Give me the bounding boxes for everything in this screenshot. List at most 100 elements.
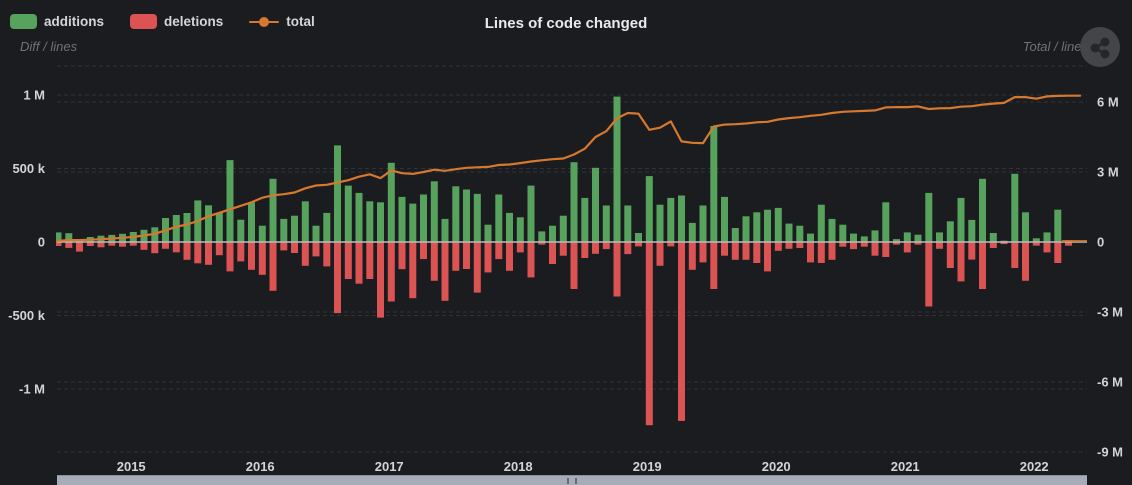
- addition-bar[interactable]: [774, 207, 782, 242]
- deletion-bar[interactable]: [516, 242, 524, 253]
- deletion-bar[interactable]: [76, 242, 83, 252]
- deletion-bar[interactable]: [903, 242, 911, 253]
- deletion-bar[interactable]: [1011, 242, 1019, 268]
- addition-bar[interactable]: [441, 218, 449, 242]
- deletion-bar[interactable]: [828, 242, 836, 260]
- deletion-bar[interactable]: [506, 242, 513, 271]
- deletion-bar[interactable]: [968, 242, 976, 260]
- addition-bar[interactable]: [312, 225, 320, 242]
- deletion-bar[interactable]: [301, 242, 309, 266]
- total-line[interactable]: [56, 94, 1082, 242]
- addition-bar[interactable]: [215, 212, 223, 242]
- addition-bar[interactable]: [624, 205, 632, 243]
- deletion-bar[interactable]: [527, 242, 535, 278]
- addition-bar[interactable]: [323, 212, 331, 242]
- deletion-bar[interactable]: [667, 242, 675, 247]
- deletion-bar[interactable]: [688, 242, 696, 270]
- context-menu-button[interactable]: [1080, 27, 1120, 67]
- deletion-bar[interactable]: [377, 242, 384, 318]
- deletion-bar[interactable]: [742, 242, 750, 260]
- deletion-bar[interactable]: [162, 242, 169, 249]
- deletion-bar[interactable]: [172, 242, 180, 253]
- addition-bar[interactable]: [430, 181, 438, 242]
- addition-bar[interactable]: [721, 196, 728, 242]
- deletion-bar[interactable]: [592, 242, 599, 254]
- deletion-bar[interactable]: [140, 242, 148, 250]
- legend-item-additions[interactable]: additions: [10, 14, 104, 29]
- deletion-bar[interactable]: [226, 242, 234, 272]
- deletion-bar[interactable]: [366, 242, 374, 279]
- addition-bar[interactable]: [473, 193, 481, 242]
- deletion-bar[interactable]: [409, 242, 417, 299]
- legend-item-deletions[interactable]: deletions: [130, 14, 223, 29]
- deletion-bar[interactable]: [1054, 242, 1062, 263]
- addition-bar[interactable]: [409, 203, 417, 242]
- deletion-bar[interactable]: [441, 242, 449, 301]
- deletion-bar[interactable]: [860, 242, 868, 247]
- addition-bar[interactable]: [452, 186, 460, 242]
- deletion-bar[interactable]: [194, 242, 202, 264]
- addition-bar[interactable]: [742, 216, 750, 242]
- addition-bar[interactable]: [570, 162, 578, 242]
- horizontal-scrollbar[interactable]: [57, 475, 1087, 485]
- deletion-bar[interactable]: [979, 242, 986, 289]
- deletion-bar[interactable]: [452, 242, 460, 271]
- deletion-bar[interactable]: [957, 242, 965, 282]
- addition-bar[interactable]: [592, 167, 599, 242]
- deletion-bar[interactable]: [710, 242, 718, 289]
- addition-bar[interactable]: [817, 204, 825, 242]
- deletion-bar[interactable]: [850, 242, 857, 250]
- deletion-bar[interactable]: [344, 242, 352, 279]
- deletion-bar[interactable]: [151, 242, 159, 254]
- addition-bar[interactable]: [205, 205, 212, 243]
- addition-bar[interactable]: [688, 222, 696, 242]
- deletion-bar[interactable]: [119, 242, 126, 247]
- deletion-bar[interactable]: [785, 242, 793, 249]
- addition-bar[interactable]: [893, 239, 900, 242]
- deletion-bar[interactable]: [183, 242, 191, 260]
- addition-bar[interactable]: [248, 202, 255, 242]
- deletion-bar[interactable]: [495, 242, 503, 260]
- deletion-bar[interactable]: [989, 242, 997, 248]
- addition-bar[interactable]: [645, 176, 653, 242]
- deletion-bar[interactable]: [463, 242, 470, 269]
- addition-bar[interactable]: [581, 197, 589, 242]
- deletion-bar[interactable]: [205, 242, 212, 265]
- addition-bar[interactable]: [957, 197, 965, 242]
- deletion-bar[interactable]: [936, 242, 943, 249]
- addition-bar[interactable]: [237, 219, 245, 242]
- deletion-bar[interactable]: [893, 242, 900, 245]
- deletion-bar[interactable]: [678, 242, 685, 421]
- addition-bar[interactable]: [946, 221, 954, 242]
- deletion-bar[interactable]: [914, 242, 922, 245]
- deletion-bar[interactable]: [731, 242, 739, 260]
- deletion-bar[interactable]: [108, 242, 116, 246]
- addition-bar[interactable]: [291, 215, 298, 242]
- addition-bar[interactable]: [344, 185, 352, 242]
- addition-bar[interactable]: [506, 212, 513, 242]
- addition-bar[interactable]: [839, 224, 847, 242]
- addition-bar[interactable]: [925, 192, 933, 242]
- deletion-bar[interactable]: [248, 242, 255, 270]
- deletion-bar[interactable]: [796, 242, 804, 248]
- deletion-bar[interactable]: [538, 242, 546, 245]
- deletion-bar[interactable]: [925, 242, 933, 307]
- addition-bar[interactable]: [463, 189, 470, 243]
- deletion-bar[interactable]: [334, 242, 341, 314]
- addition-bar[interactable]: [635, 233, 642, 242]
- addition-bar[interactable]: [860, 236, 868, 242]
- deletion-bar[interactable]: [280, 242, 288, 251]
- addition-bar[interactable]: [398, 196, 406, 242]
- addition-bar[interactable]: [1043, 232, 1051, 242]
- deletion-bar[interactable]: [764, 242, 771, 272]
- addition-bar[interactable]: [258, 225, 266, 242]
- deletion-bar[interactable]: [624, 242, 632, 255]
- addition-bar[interactable]: [764, 209, 771, 242]
- deletion-bar[interactable]: [65, 242, 73, 248]
- addition-bar[interactable]: [871, 230, 879, 242]
- addition-bar[interactable]: [280, 218, 288, 242]
- addition-bar[interactable]: [1032, 238, 1040, 242]
- addition-bar[interactable]: [65, 233, 73, 242]
- deletion-bar[interactable]: [656, 242, 664, 266]
- addition-bar[interactable]: [936, 232, 943, 242]
